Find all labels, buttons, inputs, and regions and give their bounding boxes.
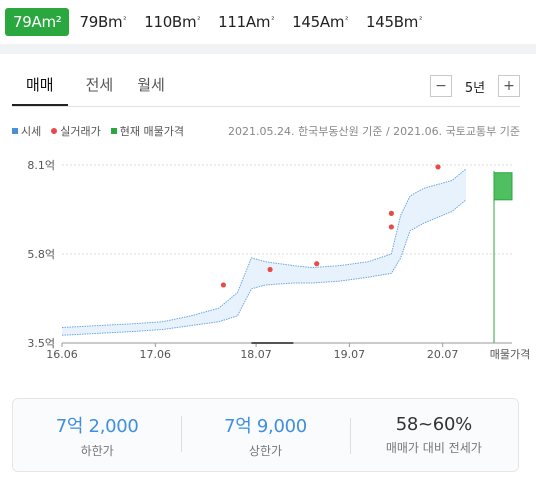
summary-value: 7억 9,000 [224, 415, 307, 437]
summary-lower-price: 7억 2,000 하한가 [13, 412, 181, 459]
area-tab-number: 79B [79, 13, 108, 31]
price-band-lower-line [61, 199, 467, 336]
y-tick-label: 5.8억 [27, 248, 55, 261]
area-tab-145b[interactable]: 145Bm² [358, 8, 430, 36]
area-tab-unit: m² [41, 13, 62, 31]
legend-label: 실거래가 [60, 125, 101, 138]
price-band-upper-line [61, 168, 467, 329]
x-range-marker [251, 342, 294, 344]
period-control: − 5년 + [430, 75, 520, 97]
area-tab-sup: ² [345, 15, 349, 24]
price-band-fill [62, 168, 467, 336]
legend-square-icon [12, 128, 18, 134]
x-tick-label: 19.07 [334, 348, 366, 361]
tab-divider [12, 106, 520, 107]
period-label: 5년 [464, 80, 486, 96]
area-tab-unit: m [329, 13, 345, 31]
area-tab-number: 111A [218, 13, 256, 31]
area-tab-unit: m [403, 13, 419, 31]
area-tab-number: 145A [292, 13, 330, 31]
area-tab-number: 79A [13, 13, 42, 31]
tab-jeonse[interactable]: 전세 [85, 76, 114, 94]
area-tab-145a[interactable]: 145Am² [284, 8, 356, 36]
area-tab-unit: m [107, 13, 123, 31]
summary-upper-price: 7억 9,000 상한가 [181, 412, 349, 459]
tab-monthly-rent[interactable]: 월세 [137, 76, 165, 94]
legend-market-price: 시세 [12, 123, 41, 139]
legend-label: 현재 매물가격 [119, 125, 184, 138]
legend-current-listing: 현재 매물가격 [110, 123, 184, 139]
legend-actual-trade: 실거래가 [51, 123, 101, 139]
deal-type-tabs: 매매 전세 월세 [12, 72, 189, 106]
actual-trade-point [388, 224, 394, 230]
section-divider [0, 44, 536, 54]
x-tick-label-listing: 매물가격 [490, 348, 530, 361]
legend-label: 시세 [21, 125, 42, 138]
area-tab-number: 110B [144, 13, 182, 31]
summary-jeonse-ratio: 58~60% 매매가 대비 전세가 [349, 414, 518, 456]
summary-label: 상한가 [248, 443, 283, 458]
area-tab-110b[interactable]: 110Bm² [136, 8, 208, 36]
area-tab-number: 145B [366, 13, 404, 31]
x-tick-label: 20.07 [427, 348, 459, 361]
summary-value: 7억 2,000 [55, 415, 139, 437]
actual-trade-point [435, 164, 441, 170]
chart-legend: 시세 실거래가 현재 매물가격 [12, 123, 194, 139]
x-tick-label: 17.06 [140, 348, 172, 361]
period-minus-button[interactable]: − [430, 75, 452, 97]
actual-trade-point [314, 261, 320, 267]
actual-trade-point [267, 266, 273, 273]
period-plus-button[interactable]: + [498, 75, 520, 97]
area-tab-79b[interactable]: 79Bm² [71, 8, 134, 36]
legend-square-icon [110, 128, 117, 134]
area-tab-sup: ² [419, 15, 423, 24]
summary-value: 58~60% [395, 414, 473, 435]
y-tick-label: 8.1억 [27, 159, 55, 172]
data-source-note: 2021.05.24. 한국부동산원 기준 / 2021.06. 국토교통부 기… [228, 125, 520, 138]
area-tab-sup: ² [271, 15, 275, 24]
area-size-tabs: 79Am² 79Bm² 110Bm² 111Am² 145Am² 145Bm² [0, 0, 536, 44]
area-tab-unit: m [181, 13, 197, 31]
area-tab-sup: ² [123, 15, 127, 24]
legend-dot-icon [51, 128, 58, 134]
area-tab-111a[interactable]: 111Am² [210, 8, 282, 36]
actual-trade-point [388, 210, 394, 216]
actual-trade-point [220, 282, 227, 288]
x-tick-label: 18.07 [240, 348, 272, 361]
summary-label: 하한가 [80, 443, 114, 458]
tab-sale[interactable]: 매매 [12, 72, 68, 106]
y-tick-label: 3.5억 [27, 337, 55, 350]
summary-label: 매매가 대비 전세가 [385, 441, 482, 455]
current-listing-bar [493, 172, 513, 201]
price-summary: 7억 2,000 하한가 7억 9,000 상한가 58~60% 매매가 대비 … [12, 398, 519, 472]
area-tab-unit: m [255, 13, 271, 31]
area-tab-79a[interactable]: 79Am² [5, 8, 70, 36]
area-tab-sup: ² [197, 15, 201, 24]
x-tick-label: 16.06 [46, 348, 78, 361]
